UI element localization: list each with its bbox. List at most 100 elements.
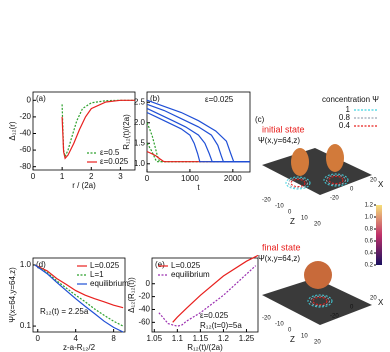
z-tick-label: 20 bbox=[314, 340, 321, 346]
colorbar-tick-label: 0.2 bbox=[365, 263, 374, 269]
annotation: ε=0.025 bbox=[200, 311, 229, 320]
y-tick-label: 1.5 bbox=[134, 138, 146, 147]
peak bbox=[304, 261, 332, 289]
colorbar-tick-label: 1.0 bbox=[365, 215, 374, 221]
y-tick-label: -40 bbox=[19, 129, 31, 138]
annotation: ε=0.025 bbox=[205, 95, 234, 104]
z-axis-title: Z bbox=[290, 217, 295, 226]
z-tick-label: 10 bbox=[301, 334, 308, 340]
contour bbox=[307, 294, 333, 308]
x-axis-label: r / (2a) bbox=[72, 181, 96, 190]
y-tick-label: -60 bbox=[138, 317, 150, 326]
x-tick-label: 0 bbox=[145, 174, 150, 183]
x-tick-label: 1.05 bbox=[147, 334, 163, 343]
x-tick-label: 1.25 bbox=[239, 334, 255, 343]
series-line bbox=[34, 264, 124, 309]
series-line bbox=[146, 142, 250, 163]
plot-frame bbox=[32, 257, 126, 333]
contour bbox=[323, 173, 349, 187]
legend-label: 0.8 bbox=[339, 113, 351, 122]
x-tick-label: 0 bbox=[350, 187, 354, 193]
x-tick-label: 20 bbox=[370, 178, 377, 184]
x-tick-label: 1.1 bbox=[172, 334, 184, 343]
legend-label: L=1 bbox=[90, 270, 104, 279]
legend-label: 1 bbox=[346, 105, 351, 114]
series-line bbox=[34, 264, 124, 333]
x-tick-label: 0 bbox=[350, 305, 354, 311]
state-label: initial state bbox=[262, 124, 305, 134]
panel-label: (e) bbox=[155, 260, 165, 269]
x-tick-label: 1000 bbox=[181, 174, 199, 183]
series-line bbox=[146, 111, 250, 163]
x-axis-title: X bbox=[378, 180, 384, 189]
colorbar bbox=[376, 205, 382, 265]
legend-label: equilibrium bbox=[90, 279, 129, 288]
y-axis-label: Ψ(x=64,y=64,z) bbox=[8, 267, 17, 323]
x-tick-label: 2 bbox=[89, 172, 94, 181]
annotation: R₁₂(t=0)=5a bbox=[200, 321, 242, 330]
peak bbox=[291, 148, 309, 176]
contour bbox=[310, 295, 330, 307]
x-tick-label: -20 bbox=[330, 196, 339, 202]
x-tick-label: 4 bbox=[73, 334, 78, 343]
series-line bbox=[61, 99, 135, 160]
panel-label: (d) bbox=[36, 260, 46, 269]
x-tick-label: 0 bbox=[36, 334, 41, 343]
contour bbox=[288, 177, 308, 189]
plot-frame bbox=[146, 91, 251, 173]
state-axis-label: Ψ(x,y=64,z) bbox=[258, 254, 300, 263]
x-axis-title: X bbox=[378, 298, 384, 307]
colorbar-tick-label: 0.8 bbox=[365, 227, 374, 233]
x-tick-label: 3 bbox=[118, 172, 123, 181]
y-tick-label: -20 bbox=[138, 292, 150, 301]
x-tick-label: -20 bbox=[330, 314, 339, 320]
series-line bbox=[146, 150, 250, 163]
x-tick-label: 2000 bbox=[224, 174, 242, 183]
plot-frame bbox=[151, 257, 259, 333]
z-tick-label: 0 bbox=[288, 210, 292, 216]
x-tick-label: 20 bbox=[370, 296, 377, 302]
colorbar-tick-label: 1.2 bbox=[365, 203, 374, 209]
z-tick-label: -10 bbox=[275, 322, 284, 328]
y-tick-label: 0.1 bbox=[20, 321, 32, 330]
contour bbox=[312, 296, 328, 306]
series-line bbox=[146, 107, 250, 163]
plane bbox=[262, 278, 372, 325]
x-tick-label: 0 bbox=[31, 172, 36, 181]
z-tick-label: -20 bbox=[262, 316, 271, 322]
panel-label: (a) bbox=[36, 94, 46, 103]
panel-label: (b) bbox=[150, 94, 160, 103]
legend-label: 0.4 bbox=[339, 121, 351, 130]
x-axis-label: R₁₂(t)/(2a) bbox=[187, 343, 223, 352]
state-label: final state bbox=[262, 242, 301, 252]
series-line bbox=[146, 103, 250, 163]
y-tick-label: 1.0 bbox=[20, 260, 32, 269]
colorbar-tick-label: 0.4 bbox=[365, 251, 374, 257]
z-tick-label: 0 bbox=[288, 328, 292, 334]
series-line bbox=[34, 264, 124, 327]
colorbar-tick-label: 0.6 bbox=[365, 239, 374, 245]
plot-frame bbox=[32, 91, 136, 171]
y-tick-label: -40 bbox=[138, 305, 150, 314]
y-tick-label: -80 bbox=[19, 162, 31, 171]
x-axis-label: t bbox=[197, 183, 200, 192]
z-tick-label: -10 bbox=[275, 204, 284, 210]
x-axis-label: z-a-R₁₂/2 bbox=[63, 343, 96, 352]
plane bbox=[262, 148, 372, 195]
series-line bbox=[146, 122, 250, 163]
surface-decor bbox=[262, 144, 372, 325]
x-tick-label: 8 bbox=[111, 334, 116, 343]
x-tick-label: 1 bbox=[60, 172, 65, 181]
y-axis-label: R₁₂(t)/(2a) bbox=[122, 114, 131, 150]
legend-label: L=0.025 bbox=[171, 261, 201, 270]
legend-label: ε=0.5 bbox=[100, 148, 120, 157]
z-tick-label: 20 bbox=[314, 222, 321, 228]
contour bbox=[326, 174, 346, 186]
y-tick-label: 2.0 bbox=[134, 118, 146, 127]
x-tick-label: 1.2 bbox=[218, 334, 230, 343]
y-axis-label: Δ₁₂(R₁₂(t)) bbox=[127, 277, 136, 313]
x-tick-label: 1.15 bbox=[193, 334, 209, 343]
z-tick-label: 10 bbox=[301, 216, 308, 222]
series-line bbox=[172, 254, 259, 323]
